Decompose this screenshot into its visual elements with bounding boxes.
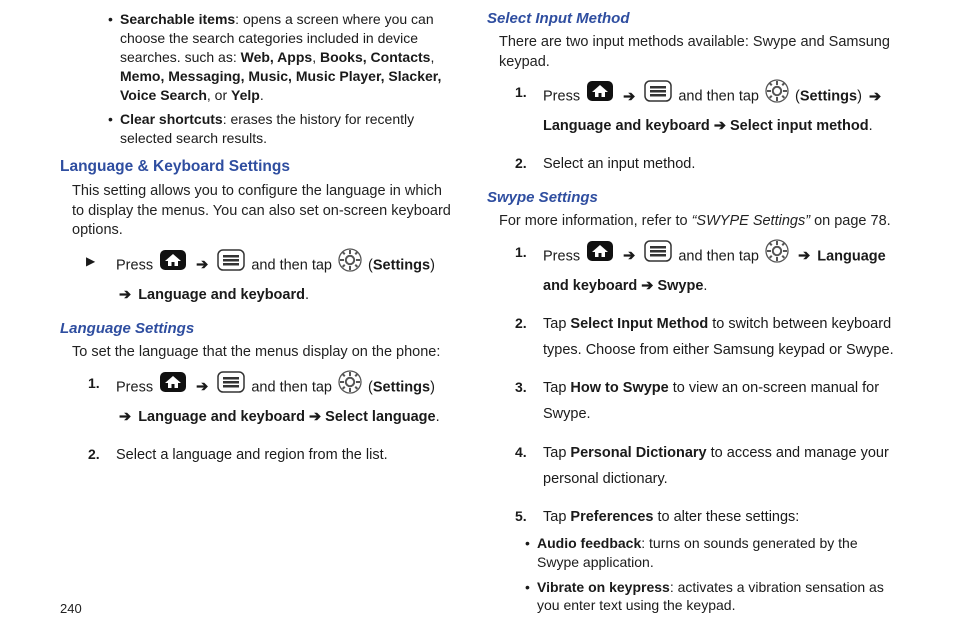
home-icon (586, 240, 614, 271)
heading-select-input-method: Select Input Method (487, 10, 894, 27)
press-label: Press (543, 89, 580, 105)
steps-language-settings: 1. Press ➔ and then tap (Settings) ➔ Lan… (60, 371, 457, 468)
bullet-vibrate-on-keypress: Vibrate on keypress: activates a vibrati… (525, 578, 894, 616)
arrow-icon: ➔ (196, 252, 208, 278)
preferences-bullets: Audio feedback: turns on sounds generate… (487, 534, 894, 616)
step-1: 1. Press ➔ and then tap (Settings) ➔ Lan… (515, 80, 894, 139)
arrow-icon: ➔ (798, 243, 810, 269)
para-swype-settings: For more information, refer to “SWYPE Se… (499, 212, 894, 232)
step-number: 2. (515, 151, 527, 176)
step-number: 2. (88, 442, 100, 467)
step-text: Select an input method. (543, 156, 695, 172)
home-icon (159, 249, 187, 280)
home-icon (586, 80, 614, 111)
and-then-tap: and then tap (251, 379, 332, 395)
arrow-icon: ➔ (623, 243, 635, 269)
left-column: Searchable items: opens a screen where y… (60, 10, 477, 626)
step-number: 2. (515, 311, 527, 336)
bullet-clear-shortcuts: Clear shortcuts: erases the history for … (108, 110, 457, 148)
steps-swype-settings: 1. Press ➔ and then tap ➔ Language and k… (487, 240, 894, 530)
heading-language-keyboard: Language & Keyboard Settings (60, 158, 457, 176)
gear-icon (338, 248, 362, 281)
gear-icon (338, 370, 362, 403)
step-3: 3. Tap How to Swype to view an on-screen… (515, 375, 894, 427)
path-language-keyboard: Language and keyboard (138, 287, 305, 303)
home-icon (159, 371, 187, 402)
step-path: Language and keyboard ➔ Select language (138, 409, 435, 425)
step-1: 1. Press ➔ and then tap (Settings) ➔ Lan… (88, 371, 457, 430)
arrow-icon: ➔ (623, 84, 635, 110)
press-language-keyboard: ▶ Press ➔ and then tap (Settings) ➔ Lang… (88, 249, 457, 308)
step-5: 5. Tap Preferences to alter these settin… (515, 504, 894, 530)
step-4: 4. Tap Personal Dictionary to access and… (515, 440, 894, 492)
and-then-tap: and then tap (678, 89, 759, 105)
bullet-audio-feedback: Audio feedback: turns on sounds generate… (525, 534, 894, 572)
arrow-icon: ➔ (869, 84, 881, 110)
para-language-keyboard: This setting allows you to configure the… (72, 182, 457, 241)
step-number: 3. (515, 375, 527, 400)
step-text: Select a language and region from the li… (116, 447, 388, 463)
heading-swype-settings: Swype Settings (487, 189, 894, 206)
press-label: Press (116, 257, 153, 273)
right-column: Select Input Method There are two input … (477, 10, 894, 626)
para-select-input-method: There are two input methods available: S… (499, 33, 894, 72)
step-number: 4. (515, 440, 527, 465)
step-number: 1. (515, 240, 527, 265)
settings-label: Settings (373, 257, 430, 273)
menu-icon (644, 80, 672, 111)
step-number: 1. (515, 80, 527, 105)
step-2: 2. Tap Select Input Method to switch bet… (515, 311, 894, 363)
page-number: 240 (60, 601, 82, 616)
settings-label: Settings (373, 379, 430, 395)
steps-select-input-method: 1. Press ➔ and then tap (Settings) ➔ Lan… (487, 80, 894, 177)
heading-language-settings: Language Settings (60, 320, 457, 337)
top-bullet-list: Searchable items: opens a screen where y… (60, 10, 457, 148)
step-number: 1. (88, 371, 100, 396)
menu-icon (217, 371, 245, 402)
step-marker-icon: ▶ (86, 251, 95, 273)
gear-icon (765, 239, 789, 272)
menu-icon (217, 249, 245, 280)
and-then-tap: and then tap (251, 257, 332, 273)
arrow-icon: ➔ (196, 374, 208, 400)
step-path: Language and keyboard ➔ Select input met… (543, 118, 869, 134)
menu-icon (644, 240, 672, 271)
bullet-lead: Clear shortcuts (120, 111, 223, 127)
press-label: Press (116, 379, 153, 395)
and-then-tap: and then tap (678, 248, 759, 264)
bullet-bold1: Web, Apps (241, 49, 313, 65)
para-language-settings: To set the language that the menus displ… (72, 343, 457, 363)
manual-page: Searchable items: opens a screen where y… (0, 0, 954, 636)
step-number: 5. (515, 504, 527, 529)
arrow-icon: ➔ (119, 282, 131, 308)
step-1: 1. Press ➔ and then tap ➔ Language and k… (515, 240, 894, 299)
step-2: 2. Select an input method. (515, 151, 894, 177)
gear-icon (765, 79, 789, 112)
bullet-lead: Searchable items (120, 11, 235, 27)
arrow-icon: ➔ (119, 404, 131, 430)
bullet-searchable-items: Searchable items: opens a screen where y… (108, 10, 457, 104)
settings-label: Settings (800, 89, 857, 105)
step-2: 2. Select a language and region from the… (88, 442, 457, 468)
press-label: Press (543, 248, 580, 264)
